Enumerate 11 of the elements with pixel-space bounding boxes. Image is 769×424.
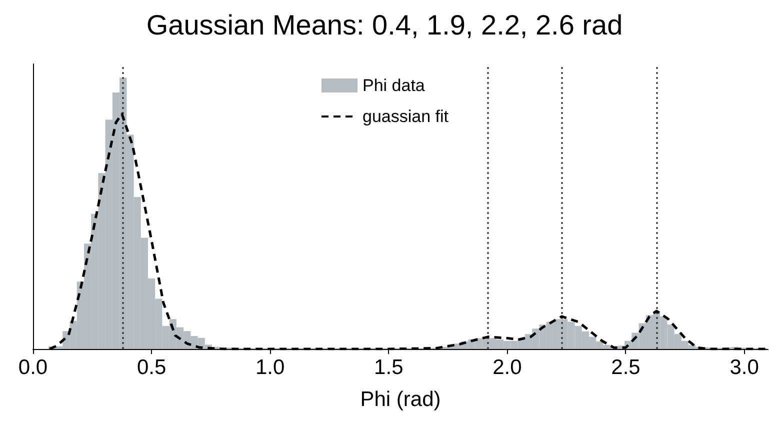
x-tick-label: 2.0 bbox=[492, 356, 522, 379]
x-tick-label: 3.0 bbox=[730, 356, 759, 379]
chart-title: Gaussian Means: 0.4, 1.9, 2.2, 2.6 rad bbox=[146, 10, 623, 40]
x-axis-title: Phi (rad) bbox=[360, 388, 441, 411]
x-tick-label: 0.5 bbox=[136, 356, 166, 379]
x-tick-label: 1.0 bbox=[255, 356, 285, 379]
legend-label: Phi data bbox=[362, 76, 426, 95]
legend-label: guassian fit bbox=[362, 107, 449, 126]
x-tick-label: 0.0 bbox=[18, 356, 48, 379]
x-tick-label: 2.5 bbox=[611, 356, 640, 379]
x-tick-label: 1.5 bbox=[374, 356, 404, 379]
